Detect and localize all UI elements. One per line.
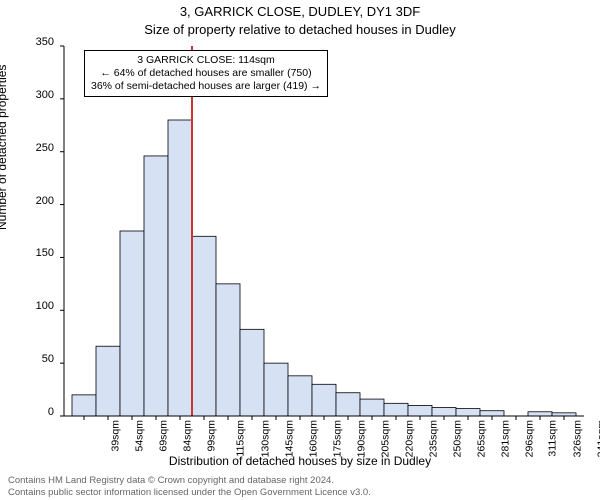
y-tick-label: 250 bbox=[14, 142, 54, 154]
x-tick-label: 296sqm bbox=[523, 420, 535, 457]
y-tick-label: 150 bbox=[14, 247, 54, 259]
x-tick-label: 39sqm bbox=[110, 420, 122, 452]
x-tick-label: 220sqm bbox=[403, 420, 415, 457]
histogram-bar bbox=[192, 236, 216, 416]
footer-line-1: Contains HM Land Registry data © Crown c… bbox=[8, 475, 371, 486]
chart-title-main: 3, GARRICK CLOSE, DUDLEY, DY1 3DF bbox=[0, 4, 600, 19]
x-tick-label: 130sqm bbox=[259, 420, 271, 457]
footer-attribution: Contains HM Land Registry data © Crown c… bbox=[8, 475, 371, 498]
x-tick-label: 160sqm bbox=[307, 420, 319, 457]
x-tick-label: 175sqm bbox=[331, 420, 343, 457]
x-tick-label: 99sqm bbox=[206, 420, 218, 452]
x-tick-label: 205sqm bbox=[379, 420, 391, 457]
x-tick-label: 311sqm bbox=[547, 420, 559, 457]
y-tick-label: 200 bbox=[14, 195, 54, 207]
histogram-bar bbox=[528, 412, 552, 416]
x-tick-label: 54sqm bbox=[134, 420, 146, 452]
annotation-box: 3 GARRICK CLOSE: 114sqm← 64% of detached… bbox=[84, 50, 328, 97]
plot-area: 05010015020025030035039sqm54sqm69sqm84sq… bbox=[60, 42, 580, 412]
x-tick-label: 84sqm bbox=[182, 420, 194, 452]
y-tick-label: 350 bbox=[14, 36, 54, 48]
x-tick-label: 341sqm bbox=[595, 420, 600, 457]
chart-title-sub: Size of property relative to detached ho… bbox=[0, 22, 600, 37]
annotation-line-2: ← 64% of detached houses are smaller (75… bbox=[91, 67, 321, 80]
histogram-bar bbox=[264, 363, 288, 416]
y-tick-label: 0 bbox=[14, 406, 54, 418]
x-tick-label: 69sqm bbox=[158, 420, 170, 452]
y-axis-label: Number of detached properties bbox=[0, 65, 9, 230]
histogram-bar bbox=[240, 329, 264, 416]
histogram-bar bbox=[384, 403, 408, 416]
histogram-bar bbox=[360, 399, 384, 416]
histogram-bar bbox=[456, 409, 480, 416]
x-tick-label: 265sqm bbox=[475, 420, 487, 457]
x-tick-label: 235sqm bbox=[427, 420, 439, 457]
x-tick-label: 281sqm bbox=[499, 420, 511, 457]
histogram-bar bbox=[168, 120, 192, 416]
histogram-bar bbox=[408, 405, 432, 416]
histogram-bar bbox=[144, 156, 168, 416]
x-axis-label: Distribution of detached houses by size … bbox=[0, 454, 600, 468]
annotation-line-3: 36% of semi-detached houses are larger (… bbox=[91, 80, 321, 93]
chart-container: 3, GARRICK CLOSE, DUDLEY, DY1 3DF Size o… bbox=[0, 0, 600, 500]
histogram-bar bbox=[432, 408, 456, 416]
x-tick-label: 190sqm bbox=[355, 420, 367, 457]
y-tick-label: 100 bbox=[14, 300, 54, 312]
x-tick-label: 115sqm bbox=[235, 420, 247, 457]
histogram-bar bbox=[216, 284, 240, 416]
footer-line-2: Contains public sector information licen… bbox=[8, 487, 371, 498]
y-tick-label: 50 bbox=[14, 353, 54, 365]
histogram-bar bbox=[480, 411, 504, 416]
x-tick-label: 326sqm bbox=[571, 420, 583, 457]
histogram-bar bbox=[336, 393, 360, 416]
x-tick-label: 250sqm bbox=[451, 420, 463, 457]
histogram-bar bbox=[312, 384, 336, 416]
y-tick-label: 300 bbox=[14, 89, 54, 101]
histogram-bar bbox=[72, 395, 96, 416]
histogram-bar bbox=[120, 231, 144, 416]
plot-svg bbox=[60, 42, 600, 472]
annotation-line-1: 3 GARRICK CLOSE: 114sqm bbox=[91, 54, 321, 67]
x-tick-label: 145sqm bbox=[283, 420, 295, 457]
histogram-bar bbox=[288, 376, 312, 416]
histogram-bar bbox=[96, 346, 120, 416]
